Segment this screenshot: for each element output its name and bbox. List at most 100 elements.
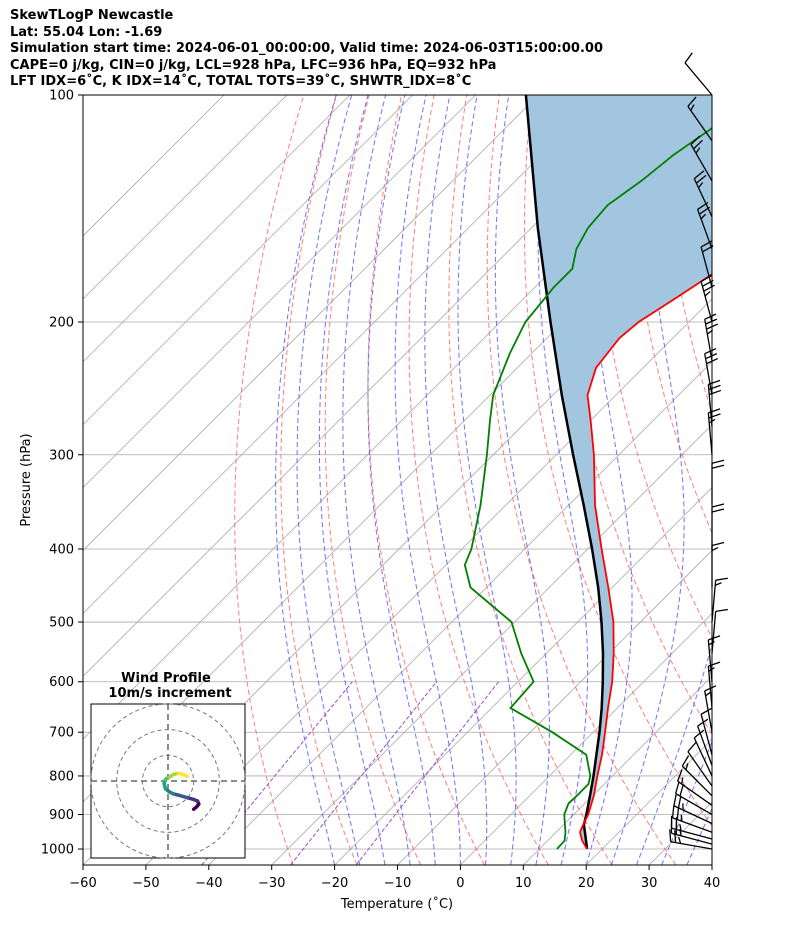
wind-barb-staff — [673, 805, 713, 825]
parcel-profile-line — [524, 95, 605, 850]
mixing-ratio-line — [355, 681, 500, 865]
wind-barb — [711, 503, 725, 549]
x-tick-label: −40 — [195, 876, 222, 891]
wind-barb-feather — [687, 741, 697, 753]
wind-barb-half-feather — [679, 824, 682, 831]
wind-barb-feather — [695, 174, 707, 184]
isotherm-line — [83, 95, 351, 363]
mixing-ratio-lines — [201, 681, 500, 865]
wind-barb-staff — [670, 841, 713, 850]
wind-barbs — [669, 52, 728, 850]
moist-adiabat-line — [296, 95, 361, 865]
moist-adiabat-line — [457, 95, 517, 865]
y-tick-label: 300 — [49, 448, 74, 463]
x-tick-label: −20 — [321, 876, 348, 891]
wind-barb-staff — [700, 246, 713, 288]
wind-barb-half-feather — [700, 213, 707, 220]
wind-barb-half-feather — [678, 836, 682, 844]
wind-barb — [681, 755, 713, 797]
wind-barb-feather — [684, 52, 693, 64]
wind-barb-feather — [711, 464, 725, 469]
y-axis-ticks: 1000 900 800 700 600 500 400 300 200 100 — [41, 89, 83, 858]
x-tick-label: −50 — [132, 876, 159, 891]
x-tick-label: 40 — [704, 876, 721, 891]
wind-barb — [687, 741, 713, 787]
isotherm-line — [145, 298, 712, 865]
title-cape-line: CAPE=0 j/kg, CIN=0 j/kg, LCL=928 hPa, LF… — [10, 57, 497, 73]
dry-adiabat-line — [234, 95, 305, 865]
mixing-ratio-line — [290, 681, 437, 865]
wind-barb-feather — [671, 805, 675, 818]
x-axis-label: Temperature (˚C) — [340, 896, 453, 912]
moist-adiabat-line — [737, 95, 794, 865]
wind-barb-staff — [707, 384, 713, 427]
wind-barb — [711, 459, 725, 506]
title-location: Lat: 55.04 Lon: -1.69 — [10, 24, 163, 40]
wind-barb-staff — [671, 832, 713, 845]
moist-adiabat-line — [537, 95, 589, 865]
wind-barb-half-feather — [681, 777, 684, 785]
wind-barb-feather — [674, 830, 677, 843]
wind-barb — [673, 793, 713, 825]
dry-adiabat-line — [486, 95, 677, 865]
title-times: Simulation start time: 2024-06-01_00:00:… — [10, 41, 603, 56]
wind-barb-feather — [675, 781, 680, 794]
moist-adiabat-line — [636, 643, 712, 865]
wind-barb — [684, 52, 713, 96]
x-tick-label: 20 — [578, 876, 595, 891]
x-tick-label: 30 — [641, 876, 658, 891]
wind-barb-staff — [690, 144, 713, 182]
isotherm-line — [334, 487, 712, 865]
x-axis-ticks: −60 −50 −40 −30 −20 −10 0 10 20 30 40 — [69, 865, 720, 891]
wind-barb-staff — [684, 62, 713, 96]
wind-barb-feather — [702, 279, 714, 287]
title-station: SkewTLogP Newcastle — [10, 8, 174, 23]
wind-barb-staff — [707, 412, 713, 455]
wind-barb — [711, 608, 728, 654]
dry-adiabat-line — [594, 95, 712, 639]
y-tick-label: 800 — [49, 769, 74, 784]
y-tick-label: 1000 — [41, 843, 74, 858]
wind-barb — [690, 135, 713, 182]
wind-barb — [676, 769, 713, 806]
isotherm-line — [460, 612, 712, 865]
y-tick-label: 500 — [49, 616, 74, 631]
wind-barb-half-feather — [685, 763, 689, 770]
wind-barb-staff — [693, 737, 713, 777]
wind-barb-half-feather — [680, 814, 683, 822]
wind-barb — [707, 661, 721, 709]
wind-barb-feather — [700, 707, 713, 715]
dry-adiabat-line — [727, 95, 794, 865]
wind-barb-staff — [687, 751, 713, 787]
moist-adiabat-line — [318, 95, 386, 865]
dry-adiabat-line — [280, 95, 358, 865]
wind-barb-feather — [708, 635, 721, 641]
x-tick-label: −10 — [384, 876, 411, 891]
hodograph-trace-segment — [181, 772, 189, 779]
wind-barb — [693, 170, 713, 217]
temperature-line — [579, 273, 712, 850]
moist-adiabat-line — [342, 95, 411, 865]
wind-barb-staff — [711, 611, 717, 654]
isotherm-line — [83, 95, 539, 552]
moist-adiabat-line — [686, 807, 712, 865]
wind-barb-half-feather — [704, 291, 711, 297]
wind-barb-staff — [681, 765, 713, 797]
y-tick-label: 600 — [49, 675, 74, 690]
wind-barb — [700, 707, 713, 755]
wind-barb-feather — [693, 170, 705, 180]
wind-barb — [675, 781, 713, 816]
isotherm-line — [83, 95, 413, 426]
moist-adiabat-line — [610, 95, 685, 865]
hodograph-inset: Wind Profile 10m/s increment — [90, 671, 246, 859]
wind-barb-half-feather — [695, 147, 701, 154]
wind-barb-staff — [704, 353, 713, 396]
wind-barb — [693, 729, 713, 777]
isotherm-line — [271, 424, 712, 865]
wind-barb-feather — [681, 755, 690, 767]
dry-adiabat-line — [324, 95, 422, 865]
moist-adiabat-line — [367, 95, 436, 865]
wind-barb-feather — [676, 769, 683, 782]
wind-barb-feather — [690, 135, 701, 146]
moist-adiabat-lines — [275, 95, 794, 865]
